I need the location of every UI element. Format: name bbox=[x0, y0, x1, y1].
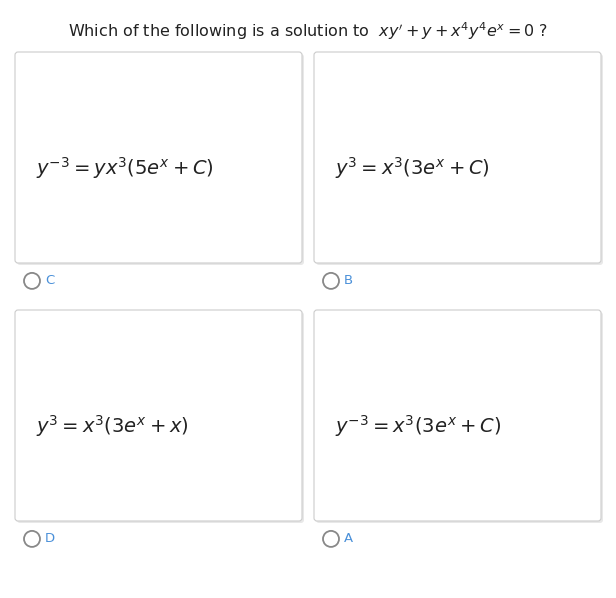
FancyBboxPatch shape bbox=[314, 310, 601, 521]
FancyBboxPatch shape bbox=[314, 52, 601, 263]
Text: $y^{-3} = x^3(3e^x + C)$: $y^{-3} = x^3(3e^x + C)$ bbox=[335, 413, 501, 439]
FancyBboxPatch shape bbox=[316, 54, 603, 265]
FancyBboxPatch shape bbox=[316, 312, 603, 523]
FancyBboxPatch shape bbox=[15, 310, 302, 521]
Text: Which of the following is a solution to  $xy' + y + x^4y^4e^x = 0$ ?: Which of the following is a solution to … bbox=[68, 20, 548, 42]
Text: $y^3 = x^3(3e^x + C)$: $y^3 = x^3(3e^x + C)$ bbox=[335, 155, 490, 181]
Text: $y^3 = x^3(3e^x + x)$: $y^3 = x^3(3e^x + x)$ bbox=[36, 413, 188, 439]
Text: B: B bbox=[344, 274, 353, 288]
Text: D: D bbox=[45, 532, 55, 545]
FancyBboxPatch shape bbox=[17, 312, 304, 523]
Text: A: A bbox=[344, 532, 353, 545]
FancyBboxPatch shape bbox=[17, 54, 304, 265]
FancyBboxPatch shape bbox=[15, 52, 302, 263]
Text: $y^{-3} = yx^3(5e^x + C)$: $y^{-3} = yx^3(5e^x + C)$ bbox=[36, 155, 214, 181]
Text: C: C bbox=[45, 274, 54, 288]
